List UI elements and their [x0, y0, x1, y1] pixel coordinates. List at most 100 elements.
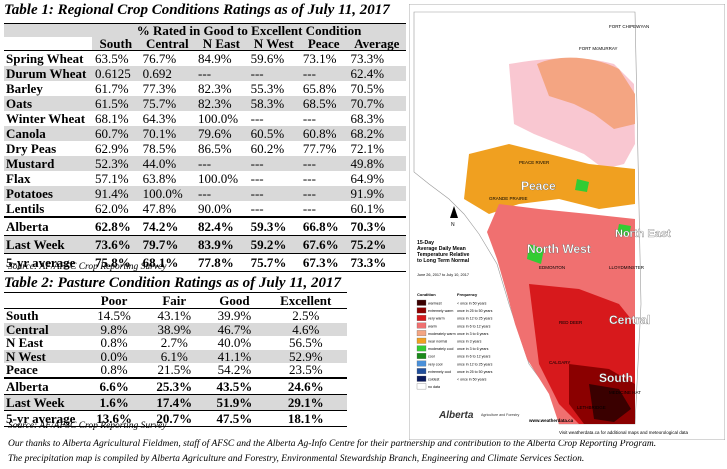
table2-region-name: N East	[6, 335, 44, 351]
table1-cell: 100.0%	[139, 186, 196, 201]
map-city-label: LETHBRIDGE	[577, 405, 606, 410]
table1-cell: 60.1%	[350, 201, 385, 216]
table2-cell: 20.7%	[144, 409, 205, 427]
map-region-south: South	[599, 371, 633, 385]
table1-column-header: Average	[347, 37, 406, 51]
table1-cell: 68.1%	[139, 253, 196, 272]
table1-cell: 62.8%	[92, 216, 140, 236]
table2-cell: 0.0%	[84, 350, 145, 364]
table1-cell: 91.4%	[92, 186, 140, 201]
table1-column-header: South	[92, 37, 140, 51]
table2-cell: 6.1%	[144, 350, 205, 364]
table1-cell: 75.7%	[139, 96, 196, 111]
table1-column-header: Central	[139, 37, 196, 51]
table1-cell: ---	[247, 66, 300, 81]
table1-cell: ---	[195, 156, 248, 171]
table1-cell: 52.3%	[92, 156, 140, 171]
legend-swatch	[416, 330, 427, 337]
table2-region-name: Central	[4, 322, 84, 337]
svg-text:N: N	[451, 222, 455, 228]
table1-cell: 68.2%	[347, 126, 406, 141]
table1-cell: 70.3%	[347, 216, 406, 236]
table2-cell: 43.5%	[204, 376, 265, 395]
table2-row: N West 0.0% 6.1% 41.1% 52.9%	[4, 350, 347, 364]
table1-cell: 58.3%	[247, 96, 300, 111]
table2-cell: 29.1%	[264, 393, 347, 411]
legend-frequency: once in 12 to 25 years	[457, 317, 493, 321]
table1-cell: 60.2%	[250, 141, 285, 156]
map-city-label: EDMONTON	[539, 265, 565, 270]
temperature-map: FORT McMURRAY GRANDE PRAIRIE PEACE RIVER…	[409, 4, 725, 440]
map-region-north-east: North East	[615, 228, 671, 240]
legend-frequency: once in 25 to 50 years	[457, 370, 493, 374]
table1-crop-name: Spring Wheat	[6, 51, 84, 66]
table1-cell: 91.9%	[347, 186, 406, 201]
legend-condition: cool	[428, 355, 435, 359]
table1-cell: 60.5%	[247, 126, 300, 141]
map-province-shape	[413, 11, 642, 425]
table1-cell: 82.4%	[195, 216, 248, 236]
table1-cell: 62.0%	[95, 201, 129, 216]
legend-condition: extremely cool	[428, 370, 451, 374]
table1-cell: 73.3%	[350, 51, 385, 66]
table1-cell: ---	[195, 186, 248, 201]
table1-cell: 73.6%	[92, 235, 140, 254]
table1-crop-name: Potatoes	[4, 186, 92, 201]
table2-cell: 0.8%	[100, 362, 128, 378]
legend-frequency-header: Frequency	[457, 292, 478, 297]
table1-column-header: N West	[247, 37, 300, 51]
table2-cell: 4.6%	[264, 322, 347, 337]
legend-swatch	[416, 337, 427, 344]
table1-cell: 70.7%	[347, 96, 406, 111]
table1-cell: 90.0%	[198, 201, 232, 216]
table1-row: Flax 57.1% 63.8% 100.0% --- --- 64.9%	[4, 171, 406, 186]
table1-row: Lentils 62.0% 47.8% 90.0% --- --- 60.1%	[4, 201, 406, 217]
legend-frequency: once in 3 to 6 years	[457, 347, 489, 351]
table2-cell: 43.1%	[157, 308, 192, 323]
legend-condition: moderately cool	[428, 347, 454, 351]
alberta-logo-text: Alberta	[438, 410, 474, 421]
legend-condition: warmest	[428, 302, 442, 306]
table1-summary-row: Alberta 62.8% 74.2% 82.4% 59.3% 66.8% 70.3%	[4, 216, 406, 236]
table1-cell: 82.3%	[198, 81, 232, 96]
table1-cell: 77.3%	[142, 81, 177, 96]
table1-cell: 59.6%	[250, 51, 285, 66]
table1-cell: 76.7%	[142, 51, 177, 66]
table1-cell: 75.2%	[347, 235, 406, 254]
map-website: www.weatherdata.ca	[528, 418, 574, 423]
table1-crop-name: Oats	[4, 96, 92, 111]
table1-column-header-row: South Central N East N West Peace Average	[4, 37, 406, 51]
table2-cell: 23.5%	[288, 362, 323, 378]
table1-cell: 75.7%	[247, 253, 300, 272]
map-title: 15-Day Average Daily Mean Temperature Re…	[417, 240, 471, 264]
table1-cell: 74.2%	[139, 216, 196, 236]
table2-cell: 0.8%	[100, 335, 128, 351]
legend-condition: warm	[428, 324, 437, 328]
map-region-peace: Peace	[521, 179, 556, 193]
table2-column-header: Poor	[84, 292, 145, 309]
table2-corner	[4, 292, 84, 309]
table1-cell: 73.3%	[347, 253, 406, 272]
legend-swatch	[416, 322, 427, 329]
table1-summary-row: Last Week 73.6% 79.7% 83.9% 59.2% 67.6% 75.2%	[4, 235, 406, 254]
table1-cell: 72.1%	[350, 141, 385, 156]
table1-cell: 47.8%	[142, 201, 177, 216]
table1-cell: 68.1%	[95, 111, 129, 126]
table2-cell: 25.3%	[144, 376, 205, 395]
table1-cell: 70.1%	[139, 126, 196, 141]
table1-row: Dry Peas 62.9% 78.5% 86.5% 60.2% 77.7% 72.1%	[4, 141, 406, 156]
table1-cell: 77.8%	[195, 253, 248, 272]
table1-row: Winter Wheat 68.1% 64.3% 100.0% --- --- 68.3%	[4, 111, 406, 126]
table1-crop-name: Canola	[4, 126, 92, 141]
map-bottom-note: Visit weatherdata.ca for additional maps…	[559, 430, 688, 435]
table1-row: Spring Wheat 63.5% 76.7% 84.9% 59.6% 73.1% 73.…	[4, 51, 406, 67]
table1-cell: 79.7%	[139, 235, 196, 254]
map-city-label: PEACE RIVER	[519, 160, 550, 165]
table2-row: South 14.5% 43.1% 39.9% 2.5%	[4, 309, 347, 323]
table1-cell: 67.6%	[299, 235, 348, 254]
legend-frequency: once in 12 to 25 years	[457, 362, 493, 366]
table1-row: Mustard 52.3% 44.0% --- --- --- 49.8%	[4, 156, 406, 171]
table1-row: Durum Wheat 0.6125 0.692 --- --- --- 62.4%	[4, 66, 406, 81]
legend-condition: very cool	[428, 362, 443, 366]
table1-cell: 79.6%	[195, 126, 248, 141]
